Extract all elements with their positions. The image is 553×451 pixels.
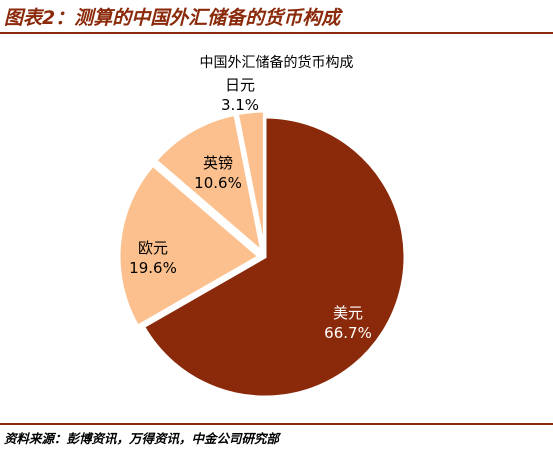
- slice-name-label: 英镑: [203, 154, 233, 172]
- pie-slice-4: [235, 109, 266, 252]
- footer-divider: [0, 423, 553, 425]
- pie-slice-3: [153, 112, 265, 256]
- slice-value-label: 66.7%: [324, 324, 372, 342]
- slice-name-label: 欧元: [138, 239, 168, 257]
- figure-title: 图表2：测算的中国外汇储备的货币构成: [4, 7, 341, 29]
- slice-value-label: 3.1%: [221, 96, 259, 114]
- slice-value-label: 19.6%: [129, 259, 177, 277]
- header: 图表2：测算的中国外汇储备的货币构成: [0, 0, 553, 31]
- chart-title: 中国外汇储备的货币构成: [199, 55, 354, 71]
- slice-name-label: 日元: [225, 76, 255, 94]
- pie-slice-1: [141, 115, 407, 399]
- slice-name-label: 美元: [333, 304, 363, 322]
- slice-value-label: 10.6%: [194, 174, 242, 192]
- pie-slice-2: [117, 163, 262, 329]
- source-note: 资料来源：彭博资讯，万得资讯，中金公司研究部: [4, 431, 280, 446]
- header-divider: [0, 32, 553, 34]
